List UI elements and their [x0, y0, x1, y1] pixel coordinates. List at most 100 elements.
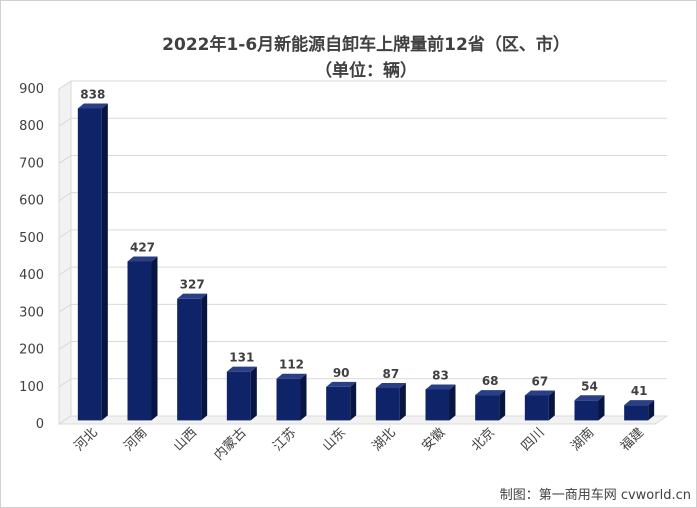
- category-label: 河北: [72, 425, 101, 454]
- bar-side: [399, 383, 406, 421]
- y-axis-ticks: 0 100 200 300 400 500 600 700 800 900: [19, 82, 44, 432]
- category-label: 山西: [171, 425, 200, 454]
- category-label: 北京: [469, 425, 498, 454]
- bar-top: [475, 390, 506, 396]
- bar: [226, 366, 257, 421]
- category-label: 山东: [320, 425, 349, 454]
- bar: [276, 373, 307, 421]
- category-label: 福建: [618, 425, 647, 454]
- data-label: 112: [279, 358, 304, 372]
- bar-side: [499, 390, 506, 421]
- bar: [326, 381, 357, 421]
- bar: [624, 400, 655, 421]
- bar: [127, 256, 158, 421]
- bars: [77, 103, 655, 421]
- bar: [425, 384, 456, 421]
- bar-front: [127, 261, 152, 421]
- category-label: 湖北: [370, 425, 399, 454]
- bar-side: [350, 381, 357, 421]
- y-tick-label: 700: [19, 156, 44, 171]
- bar-top: [524, 390, 555, 396]
- chart-title: 2022年1-6月新能源自卸车上牌量前12省（区、市）: [162, 34, 570, 55]
- bar: [475, 390, 506, 421]
- bar-front: [226, 371, 251, 421]
- y-tick-label: 0: [36, 417, 44, 432]
- chart-walls: [57, 80, 669, 425]
- bar-top: [425, 384, 456, 390]
- data-label: 67: [531, 374, 548, 388]
- category-label: 内蒙古: [211, 425, 250, 464]
- data-label: 427: [130, 240, 155, 254]
- gridline-diagonal: [58, 117, 72, 127]
- category-label: 安徽: [419, 425, 448, 454]
- bar: [375, 383, 406, 421]
- floor: [57, 415, 669, 425]
- category-label: 江苏: [270, 425, 300, 455]
- y-tick-label: 300: [19, 305, 44, 320]
- data-label: 90: [333, 366, 350, 380]
- bar-front: [574, 400, 599, 421]
- bar-side: [250, 366, 257, 421]
- bar-front: [425, 389, 450, 421]
- gridline-diagonal: [58, 155, 72, 164]
- y-tick-label: 400: [19, 268, 44, 283]
- category-label: 四川: [519, 425, 548, 454]
- y-tick-label: 800: [19, 119, 44, 134]
- data-label: 131: [229, 351, 254, 365]
- gridlines: [58, 80, 667, 388]
- bar-front: [276, 378, 301, 421]
- gridline-diagonal: [58, 80, 72, 90]
- bar-side: [648, 400, 655, 421]
- data-label: 838: [80, 87, 105, 101]
- bar-front: [77, 108, 102, 421]
- source-note: 制图：第一商用车网 cvworld.cn: [500, 487, 691, 503]
- bar: [574, 395, 605, 421]
- gridline-diagonal: [58, 341, 72, 350]
- bar: [524, 390, 555, 421]
- bar-top: [77, 103, 108, 109]
- chart-subtitle: （单位：辆）: [315, 60, 417, 81]
- gridline-diagonal: [58, 192, 72, 202]
- bar-side: [449, 384, 456, 421]
- side-wall: [58, 80, 72, 425]
- gridline-diagonal: [58, 303, 72, 313]
- bar-top: [326, 381, 357, 387]
- bar-front: [375, 388, 400, 421]
- bar-top: [276, 373, 307, 379]
- y-tick-label: 100: [19, 380, 44, 395]
- bar-front: [524, 395, 549, 421]
- data-labels: 838 427 327 131 112 90 87 83 68 67 54 41: [80, 87, 647, 398]
- bar-side: [101, 103, 108, 421]
- bar-side: [300, 373, 307, 421]
- bar-top: [574, 395, 605, 401]
- bar-front: [177, 298, 202, 421]
- bar-top: [226, 366, 257, 372]
- data-label: 327: [180, 278, 205, 292]
- bar: [77, 103, 108, 421]
- bar-side: [151, 256, 158, 421]
- bar: [177, 293, 208, 421]
- bar-front: [475, 395, 500, 421]
- data-label: 83: [432, 369, 449, 383]
- y-tick-label: 200: [19, 343, 44, 358]
- bar-top: [177, 293, 208, 299]
- gridline-diagonal: [58, 378, 72, 388]
- y-tick-label: 900: [19, 82, 44, 97]
- gridline-diagonal: [58, 229, 72, 239]
- data-label: 54: [581, 379, 598, 393]
- data-label: 41: [631, 384, 648, 398]
- bar-side: [598, 395, 605, 421]
- bar-front: [326, 386, 351, 421]
- bar-side: [201, 293, 208, 421]
- y-tick-label: 600: [19, 194, 44, 209]
- gridline-diagonal: [58, 266, 72, 276]
- category-label: 湖南: [568, 425, 598, 455]
- bar-front: [624, 405, 649, 421]
- x-axis-categories: 河北 河南 山西 内蒙古 江苏 山东 湖北 安徽 北京 四川 湖南 福建: [72, 425, 647, 464]
- bar-side: [548, 390, 555, 421]
- bar-top: [127, 256, 158, 262]
- bar-top: [624, 400, 655, 406]
- y-tick-label: 500: [19, 231, 44, 246]
